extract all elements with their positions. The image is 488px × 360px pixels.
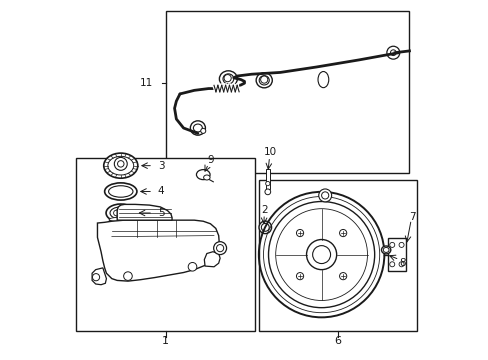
- Circle shape: [339, 229, 346, 237]
- Bar: [387, 238, 406, 271]
- Circle shape: [265, 181, 269, 186]
- Circle shape: [264, 189, 270, 195]
- Text: 3: 3: [158, 161, 164, 171]
- Circle shape: [201, 129, 205, 134]
- Ellipse shape: [109, 228, 132, 232]
- Circle shape: [113, 210, 119, 216]
- Ellipse shape: [108, 156, 133, 175]
- Bar: [165, 12, 408, 173]
- Ellipse shape: [383, 247, 388, 252]
- Polygon shape: [204, 252, 220, 267]
- Circle shape: [122, 210, 128, 216]
- Text: 10: 10: [264, 147, 277, 157]
- Ellipse shape: [108, 186, 133, 197]
- Ellipse shape: [196, 170, 210, 180]
- Circle shape: [224, 75, 231, 82]
- Ellipse shape: [223, 74, 233, 84]
- Ellipse shape: [219, 71, 237, 87]
- Ellipse shape: [193, 124, 202, 132]
- Circle shape: [216, 244, 223, 252]
- Circle shape: [260, 76, 267, 83]
- Polygon shape: [97, 220, 219, 281]
- Text: 8: 8: [398, 258, 405, 268]
- Circle shape: [123, 272, 132, 280]
- Circle shape: [398, 242, 403, 247]
- Ellipse shape: [259, 76, 269, 85]
- Ellipse shape: [381, 246, 390, 254]
- Text: 7: 7: [408, 212, 415, 221]
- Text: 5: 5: [158, 208, 164, 218]
- Ellipse shape: [256, 73, 272, 88]
- Bar: [265, 169, 269, 189]
- Circle shape: [389, 262, 394, 267]
- Text: 1: 1: [162, 336, 169, 346]
- Ellipse shape: [190, 121, 205, 135]
- Circle shape: [318, 189, 331, 202]
- Circle shape: [398, 262, 403, 267]
- Circle shape: [296, 273, 303, 280]
- Ellipse shape: [109, 223, 132, 227]
- Ellipse shape: [106, 204, 135, 222]
- Circle shape: [389, 242, 394, 247]
- Text: 11: 11: [140, 78, 153, 88]
- Ellipse shape: [104, 183, 137, 200]
- Circle shape: [386, 46, 399, 59]
- Circle shape: [312, 246, 330, 264]
- Ellipse shape: [317, 72, 328, 87]
- Text: 6: 6: [334, 336, 341, 346]
- Bar: [76, 158, 255, 330]
- Text: 4: 4: [158, 186, 164, 197]
- Circle shape: [321, 192, 328, 199]
- Ellipse shape: [114, 209, 127, 217]
- Ellipse shape: [111, 220, 130, 230]
- Bar: [258, 180, 416, 330]
- Ellipse shape: [261, 224, 269, 231]
- Circle shape: [296, 229, 303, 237]
- Ellipse shape: [109, 217, 132, 222]
- Circle shape: [92, 274, 100, 281]
- Circle shape: [114, 157, 127, 170]
- Ellipse shape: [203, 175, 210, 180]
- Circle shape: [188, 262, 196, 271]
- Polygon shape: [117, 204, 172, 220]
- Ellipse shape: [259, 221, 271, 234]
- Circle shape: [389, 50, 395, 55]
- Ellipse shape: [107, 218, 134, 232]
- Ellipse shape: [103, 153, 138, 178]
- Text: 2: 2: [261, 206, 268, 216]
- Ellipse shape: [110, 207, 131, 219]
- Circle shape: [306, 239, 336, 270]
- Polygon shape: [92, 268, 106, 285]
- Circle shape: [213, 242, 226, 255]
- Circle shape: [117, 161, 124, 167]
- Circle shape: [339, 273, 346, 280]
- Text: 9: 9: [207, 155, 213, 165]
